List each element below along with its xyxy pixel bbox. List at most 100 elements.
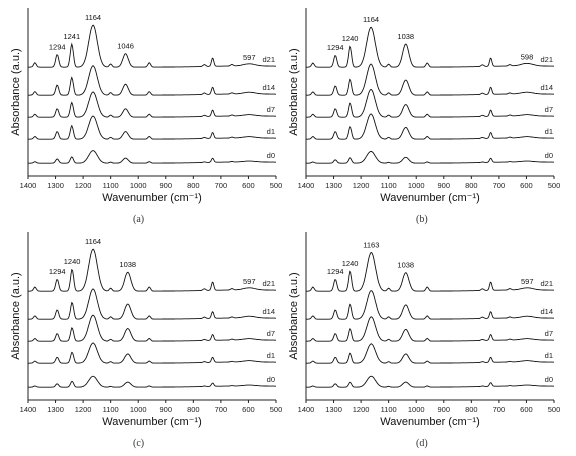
peak-annotation: 1240 bbox=[64, 257, 81, 266]
x-tick-label: 800 bbox=[187, 181, 200, 190]
peak-annotation: 1240 bbox=[342, 259, 359, 268]
spectrum-d0 bbox=[306, 375, 554, 388]
series-label-d1: d1 bbox=[545, 351, 553, 360]
x-tick-label: 600 bbox=[520, 405, 533, 414]
x-axis-label: Wavenumber (cm⁻¹) bbox=[102, 416, 202, 428]
x-tick-label: 1000 bbox=[130, 405, 147, 414]
x-tick-label: 1300 bbox=[325, 181, 342, 190]
series-label-d7: d7 bbox=[545, 105, 553, 114]
x-tick-label: 1200 bbox=[75, 181, 92, 190]
x-tick-label: 800 bbox=[187, 405, 200, 414]
series-label-d0: d0 bbox=[267, 151, 275, 160]
spectrum-d21 bbox=[28, 248, 276, 292]
peak-annotation: 1294 bbox=[49, 267, 66, 276]
x-tick-label: 700 bbox=[215, 181, 228, 190]
x-tick-label: 1400 bbox=[298, 405, 315, 414]
series-label-d21: d21 bbox=[540, 55, 553, 64]
x-tick-label: 1400 bbox=[298, 181, 315, 190]
x-tick-label: 700 bbox=[215, 405, 228, 414]
spectrum-d21 bbox=[306, 251, 554, 292]
x-tick-label: 900 bbox=[438, 181, 451, 190]
peak-annotation: 1038 bbox=[397, 32, 414, 41]
series-label-d0: d0 bbox=[545, 375, 553, 384]
spectrum-d21 bbox=[28, 24, 276, 68]
peak-annotation: 1294 bbox=[49, 42, 66, 51]
spectrum-d14 bbox=[306, 290, 554, 320]
peak-annotation: 1164 bbox=[85, 237, 101, 246]
series-label-d0: d0 bbox=[267, 375, 275, 384]
spectrum-d7 bbox=[306, 316, 554, 342]
x-axis-label: Wavenumber (cm⁻¹) bbox=[380, 416, 480, 428]
spectrum-d14 bbox=[28, 65, 276, 96]
peak-annotation: 1164 bbox=[85, 13, 101, 22]
series-label-d14: d14 bbox=[262, 83, 275, 92]
x-tick-label: 900 bbox=[160, 405, 173, 414]
x-tick-label: 1100 bbox=[381, 405, 397, 414]
x-tick-label: 600 bbox=[242, 181, 255, 190]
series-label-d14: d14 bbox=[540, 307, 553, 316]
x-tick-label: 600 bbox=[520, 181, 533, 190]
ftir-panel-1: 1400 1300 1200 1100 1000 900 800 700 600 500 Waven… bbox=[10, 8, 283, 204]
series-label-d0: d0 bbox=[545, 151, 553, 160]
x-tick-label: 500 bbox=[270, 181, 283, 190]
ftir-panel-3: 1400 1300 1200 1100 1000 900 800 700 600 500 Waven… bbox=[10, 232, 282, 428]
x-tick-label: 1200 bbox=[353, 181, 370, 190]
x-tick-label: 1100 bbox=[103, 181, 119, 190]
panel-label-a: (a) bbox=[133, 214, 145, 225]
x-tick-label: 1200 bbox=[75, 405, 92, 414]
spectrum-d7 bbox=[306, 89, 554, 118]
spectrum-d1 bbox=[28, 115, 276, 140]
panel-label-c: (c) bbox=[133, 438, 145, 449]
series-label-d1: d1 bbox=[267, 127, 275, 136]
x-tick-label: 800 bbox=[465, 181, 478, 190]
series-label-d14: d14 bbox=[540, 83, 553, 92]
peak-annotation: 1294 bbox=[327, 267, 344, 276]
series-label-d7: d7 bbox=[267, 329, 275, 338]
spectrum-d7 bbox=[28, 314, 276, 342]
x-tick-label: 600 bbox=[242, 405, 255, 414]
spectrum-d0 bbox=[28, 375, 276, 388]
x-tick-label: 1300 bbox=[47, 405, 64, 414]
series-label-d21: d21 bbox=[262, 55, 275, 64]
spectrum-d0 bbox=[306, 150, 554, 164]
series-label-d21: d21 bbox=[262, 279, 275, 288]
peak-annotation: 1294 bbox=[327, 43, 344, 52]
ftir-panel-2: 1400 1300 1200 1100 1000 900 800 700 600 500 Waven… bbox=[288, 8, 560, 204]
x-tick-label: 1000 bbox=[408, 405, 425, 414]
spectrum-d1 bbox=[306, 113, 554, 140]
y-axis-label: Absorbance (a.u.) bbox=[10, 272, 22, 359]
x-tick-label: 1100 bbox=[103, 405, 119, 414]
peak-annotation: 1240 bbox=[342, 34, 359, 43]
peak-annotation: 598 bbox=[521, 52, 534, 61]
y-axis-label: Absorbance (a.u.) bbox=[10, 48, 22, 135]
spectrum-d14 bbox=[306, 63, 554, 96]
peak-annotation: 597 bbox=[243, 277, 256, 286]
spectrum-d1 bbox=[306, 343, 554, 364]
ftir-panel-4: 1400 1300 1200 1100 1000 900 800 700 600 500 Waven… bbox=[288, 232, 561, 428]
x-tick-label: 700 bbox=[493, 405, 506, 414]
series-label-d7: d7 bbox=[545, 329, 553, 338]
peak-annotation: 1163 bbox=[363, 240, 379, 249]
spectrum-d14 bbox=[28, 288, 276, 320]
x-tick-label: 1400 bbox=[20, 181, 37, 190]
x-tick-label: 1000 bbox=[408, 181, 425, 190]
peak-annotation: 597 bbox=[521, 277, 534, 286]
x-tick-label: 1100 bbox=[381, 181, 397, 190]
series-label-d14: d14 bbox=[262, 307, 275, 316]
spectrum-d21 bbox=[306, 26, 554, 68]
peak-annotation: 1241 bbox=[63, 32, 80, 41]
spectrum-d0 bbox=[28, 150, 276, 164]
x-tick-label: 500 bbox=[548, 405, 561, 414]
x-tick-label: 1300 bbox=[47, 181, 64, 190]
y-axis-label: Absorbance (a.u.) bbox=[288, 272, 300, 359]
peak-annotation: 1046 bbox=[117, 42, 134, 51]
panel-label-d: (d) bbox=[416, 438, 428, 449]
x-tick-label: 1000 bbox=[130, 181, 147, 190]
x-axis-label: Wavenumber (cm⁻¹) bbox=[102, 192, 202, 204]
x-tick-label: 1200 bbox=[353, 405, 370, 414]
x-tick-label: 900 bbox=[160, 181, 173, 190]
x-tick-label: 700 bbox=[493, 181, 506, 190]
x-axis-label: Wavenumber (cm⁻¹) bbox=[380, 192, 480, 204]
peak-annotation: 1038 bbox=[397, 261, 414, 270]
peak-annotation: 1164 bbox=[363, 15, 379, 24]
